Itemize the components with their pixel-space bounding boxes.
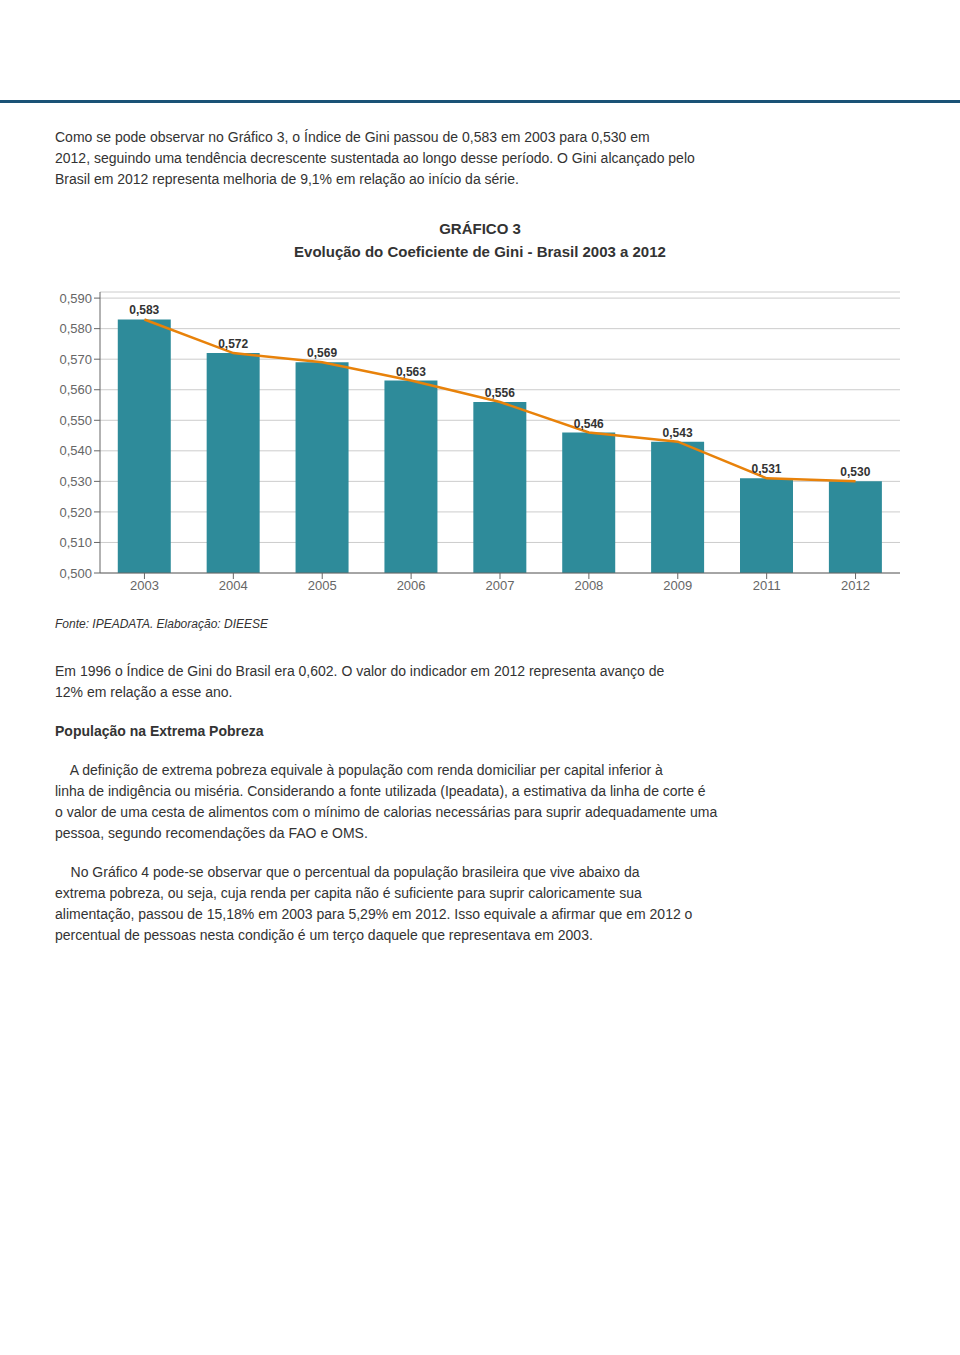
svg-text:2009: 2009 [663, 578, 692, 593]
svg-text:2005: 2005 [308, 578, 337, 593]
svg-text:0,583: 0,583 [129, 303, 159, 317]
html-text:GRÁFICO 3: GRÁFICO 3 [439, 220, 521, 237]
svg-text:0,530: 0,530 [59, 474, 92, 489]
svg-text:2011: 2011 [753, 578, 781, 593]
html-text:Brasil em 2012 representa melh: Brasil em 2012 representa melhoria de 9,… [55, 171, 519, 187]
svg-text:2008: 2008 [574, 578, 603, 593]
svg-text:0,543: 0,543 [663, 426, 693, 440]
svg-text:0,540: 0,540 [59, 443, 92, 458]
svg-text:0,550: 0,550 [59, 413, 92, 428]
svg-text:0,560: 0,560 [59, 382, 92, 397]
svg-text:0,520: 0,520 [59, 505, 92, 520]
svg-text:0,570: 0,570 [59, 352, 92, 367]
svg-text:0,572: 0,572 [218, 337, 248, 351]
svg-text:0,546: 0,546 [574, 417, 604, 431]
svg-text:0,563: 0,563 [396, 365, 426, 379]
svg-text:0,569: 0,569 [307, 346, 337, 360]
html-text:12% em relação a esse ano.: 12% em relação a esse ano. [55, 684, 233, 700]
html-text:Fonte: IPEADATA. Elaboração: D: Fonte: IPEADATA. Elaboração: DIEESE [55, 617, 268, 631]
html-text:A definição de extrema pobreza: A definição de extrema pobreza equivale … [55, 762, 663, 778]
svg-text:2004: 2004 [219, 578, 248, 593]
svg-text:2003: 2003 [130, 578, 159, 593]
html-text:2012, seguindo uma tendência d: 2012, seguindo uma tendência decrescente… [55, 150, 695, 166]
svg-text:0,500: 0,500 [59, 566, 92, 581]
svg-text:2006: 2006 [397, 578, 426, 593]
svg-text:0,531: 0,531 [751, 462, 781, 476]
svg-text:0,510: 0,510 [59, 535, 92, 550]
svg-text:2007: 2007 [486, 578, 515, 593]
html-text:pessoa, segundo recomendações: pessoa, segundo recomendações da FAO e O… [55, 825, 368, 841]
html-text:o valor de uma cesta de alimen: o valor de uma cesta de alimentos com o … [55, 804, 718, 820]
html-text:Evolução do Coeficiente de Gin: Evolução do Coeficiente de Gini - Brasil… [294, 243, 666, 260]
html-text:No Gráfico 4 pode-se observar: No Gráfico 4 pode-se observar que o perc… [55, 864, 640, 880]
svg-text:0,580: 0,580 [59, 321, 92, 336]
html-text:alimentação, passou de 15,18%: alimentação, passou de 15,18% em 2003 pa… [55, 906, 693, 922]
html-text:Em 1996 o Índice de Gini do Br: Em 1996 o Índice de Gini do Brasil era 0… [55, 663, 665, 679]
svg-text:0,530: 0,530 [840, 465, 870, 479]
html-text:percentual de pessoas nesta co: percentual de pessoas nesta condição é u… [55, 927, 593, 943]
html-text:linha de indigência ou miséria: linha de indigência ou miséria. Consider… [55, 783, 706, 799]
html-text:extrema pobreza, ou seja, cuja: extrema pobreza, ou seja, cuja renda per… [55, 885, 642, 901]
html-text:Como se pode observar no Gráfi: Como se pode observar no Gráfico 3, o Ín… [55, 129, 650, 145]
svg-text:0,590: 0,590 [59, 291, 92, 306]
svg-text:2012: 2012 [841, 578, 870, 593]
html-text:População na Extrema Pobreza: População na Extrema Pobreza [55, 723, 264, 739]
svg-text:0,556: 0,556 [485, 386, 515, 400]
